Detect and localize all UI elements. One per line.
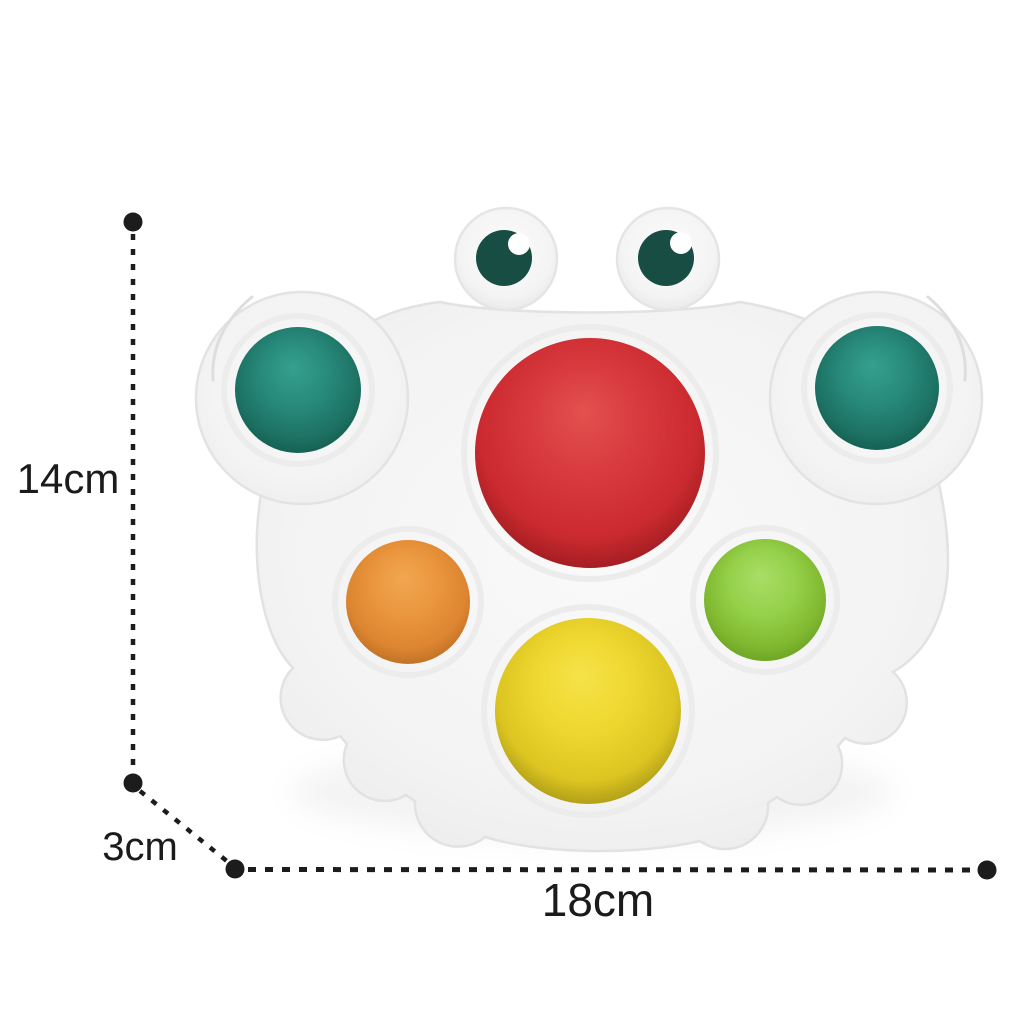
bubble-green-right: [704, 539, 826, 661]
width-dimension: 18cm: [247, 860, 997, 926]
depth-dimension: 3cm: [102, 789, 245, 879]
bubble-red-center: [475, 338, 705, 568]
depth-end-dot: [225, 859, 245, 879]
left-eye-highlight: [508, 233, 530, 255]
bubble-wells: [221, 312, 953, 818]
bubble-teal-left: [235, 327, 361, 453]
height-label: 14cm: [17, 455, 120, 502]
bubble-teal-right: [815, 326, 939, 450]
width-dashed-line: [247, 867, 976, 873]
depth-label: 3cm: [102, 825, 178, 869]
right-eye-highlight: [670, 232, 692, 254]
height-top-dot: [123, 212, 143, 232]
bubble-orange-left: [346, 540, 470, 664]
depth-dashed-line: [138, 789, 230, 864]
bubble-yellow-bottom: [495, 618, 681, 804]
right-claw-crease: [926, 295, 967, 382]
left-claw-crease: [211, 295, 254, 382]
width-end-dot: [977, 860, 997, 880]
crab-toy: [194, 206, 984, 853]
height-dimension: 14cm: [17, 212, 143, 793]
width-label: 18cm: [542, 874, 654, 926]
height-bottom-dot: [123, 773, 143, 793]
dimension-annotations: 14cm 3cm 18cm: [17, 212, 997, 926]
